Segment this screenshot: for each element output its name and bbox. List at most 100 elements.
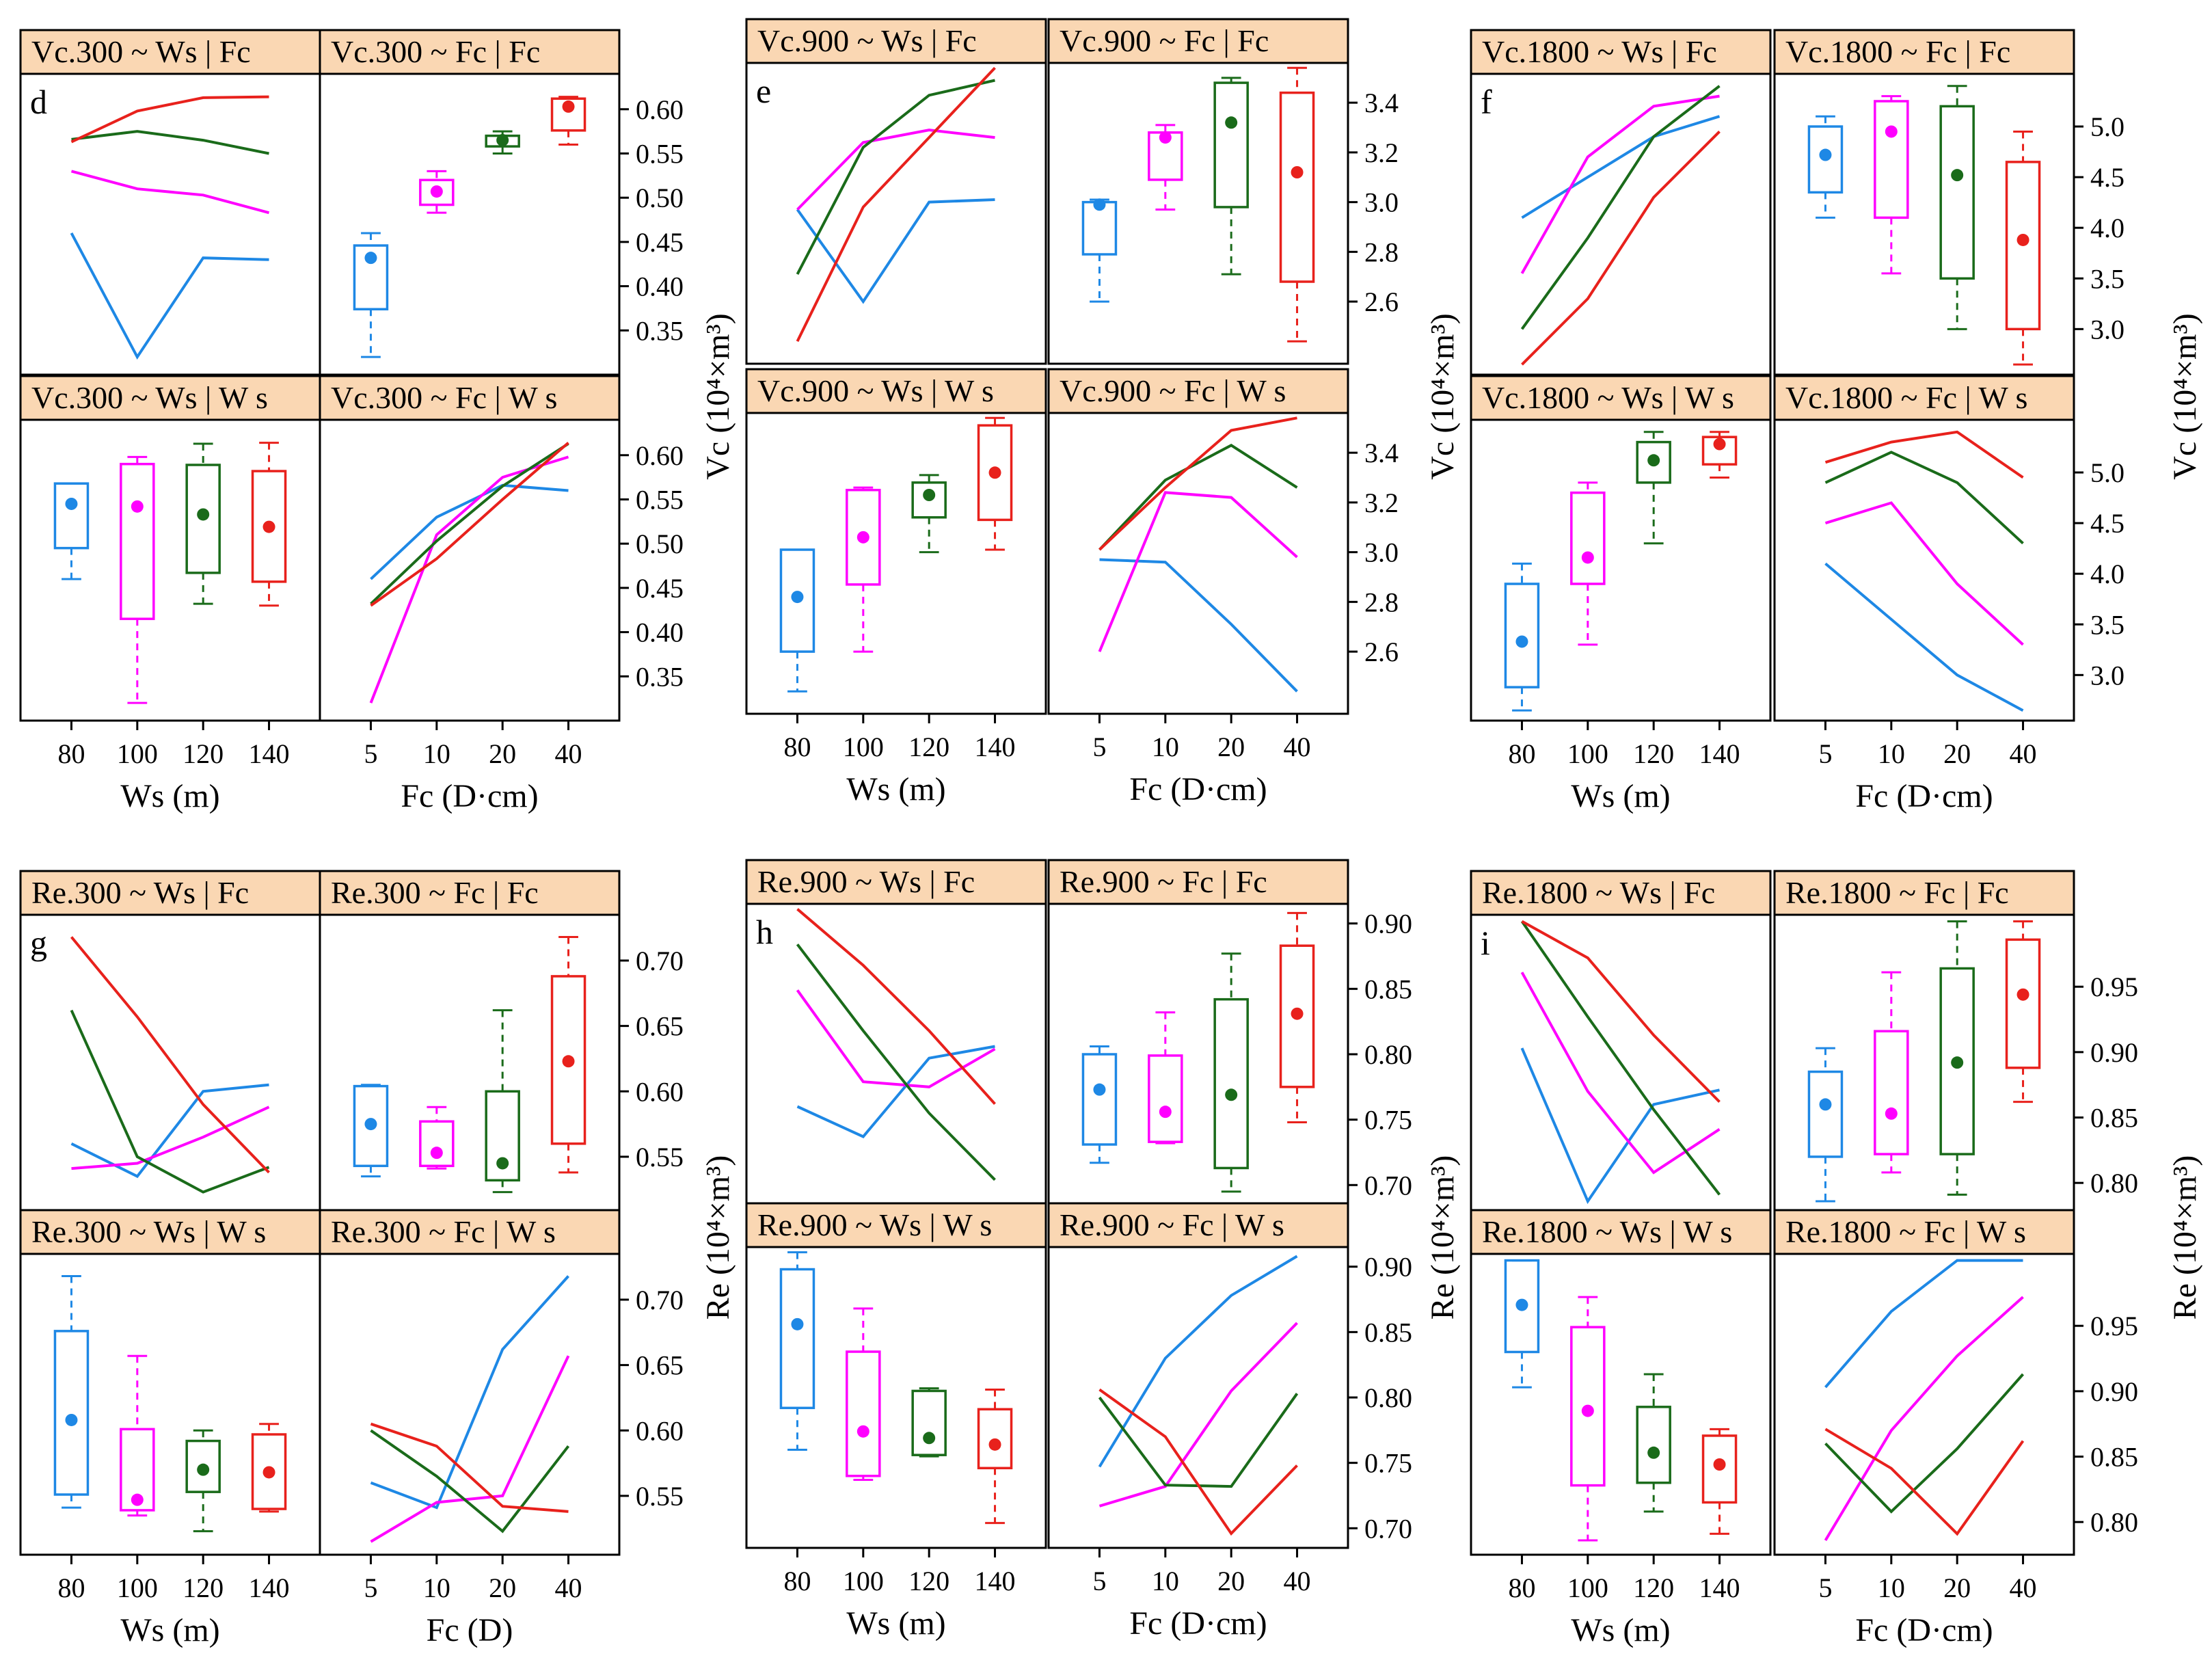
x-tick-label: 20: [1217, 732, 1245, 762]
box-mean-point: [791, 591, 804, 604]
box-body: [185, 1439, 221, 1493]
panel-title: Re.900 ~ Ws | W s: [757, 1207, 992, 1242]
box-20: [1213, 77, 1249, 276]
box-10: [1874, 95, 1909, 275]
y-tick-label: 0.55: [636, 1142, 684, 1173]
panel-strip: [19, 375, 321, 421]
box-mean-point: [857, 531, 869, 544]
y-tick-label: 4.5: [2090, 508, 2125, 539]
x-axis-title: Ws (m): [846, 1605, 945, 1642]
box-mean-point: [197, 1463, 210, 1476]
box-mean-point: [131, 500, 144, 513]
panel-11: Vc.1800 ~ Ws | W s 80 100 120 140 Ws (m): [1470, 375, 1772, 814]
box-mean-point: [65, 497, 78, 510]
series-line-120: [1824, 451, 2024, 545]
y-tick-label: 0.90: [2090, 1037, 2138, 1068]
box-40: [2005, 130, 2041, 366]
panel-frame: [1773, 72, 2075, 376]
x-tick-label: 100: [843, 732, 884, 762]
box-body: [846, 488, 881, 586]
box-mean-point: [1159, 1106, 1172, 1119]
panel-17: Re.900 ~ Ws | Fc h: [745, 859, 1047, 1206]
box-mean-point: [988, 1438, 1001, 1451]
series-line-80: [1824, 562, 2024, 712]
y-axis-title: Re (10⁴×m³): [2167, 1155, 2203, 1320]
x-axis-title: Fc (D·cm): [1129, 771, 1267, 807]
box-mean-point: [1819, 1098, 1832, 1111]
series-line-140: [1098, 416, 1297, 551]
series-line-80: [1824, 1259, 2023, 1389]
y-tick-label: 0.60: [636, 94, 684, 125]
box-80: [779, 1251, 815, 1451]
y-tick-label: 0.50: [636, 528, 684, 559]
y-tick-label: 0.35: [636, 661, 684, 692]
box-body: [53, 1330, 90, 1496]
box-5: [1081, 198, 1118, 303]
series-line-5: [796, 198, 995, 304]
x-tick-label: 10: [1878, 1572, 1905, 1603]
panel-title: Vc.900 ~ Ws | W s: [757, 373, 994, 408]
series-line-120: [1824, 1373, 2024, 1514]
y-tick-label: 0.60: [636, 1415, 684, 1446]
box-40: [1279, 66, 1315, 343]
x-tick-label: 120: [908, 1566, 949, 1596]
box-body: [1874, 100, 1909, 219]
panel-strip: [745, 18, 1047, 64]
panel-title: Vc.300 ~ Fc | Fc: [331, 34, 540, 69]
box-body: [419, 178, 455, 206]
box-mean-point: [562, 1055, 575, 1068]
panel-22: Re.1800 ~ Fc | Fc 0.80 0.85 0.90 0.95: [1773, 870, 2138, 1217]
x-tick-label: 10: [423, 1572, 450, 1603]
x-tick-label: 20: [489, 1572, 516, 1603]
series-line-100: [1098, 491, 1298, 652]
box-80: [1504, 562, 1540, 712]
box-100: [120, 1354, 155, 1517]
y-tick-label: 5.0: [2090, 111, 2125, 142]
box-140: [251, 442, 287, 607]
box-body: [1279, 944, 1315, 1088]
y-tick-label: 0.45: [636, 573, 684, 604]
box-body: [1213, 81, 1249, 209]
box-mean-point: [1647, 454, 1660, 467]
y-tick-label: 0.90: [1364, 909, 1412, 939]
box-mean-point: [2017, 988, 2029, 1001]
series-line-5: [1520, 1047, 1720, 1205]
box-mean-point: [1159, 131, 1172, 144]
box-mean-point: [131, 1493, 144, 1506]
y-axis-title: Re (10⁴×m³): [1425, 1155, 1461, 1320]
panel-title: Re.900 ~ Fc | W s: [1060, 1207, 1284, 1242]
panel-title: Vc.300 ~ Fc | W s: [331, 380, 557, 415]
y-tick-label: 0.75: [1364, 1105, 1412, 1136]
y-tick-label: 3.4: [1364, 88, 1399, 118]
x-tick-label: 20: [1943, 1572, 1971, 1603]
x-tick-label: 100: [117, 738, 158, 769]
x-tick-label: 10: [423, 738, 450, 769]
series-line-20: [796, 943, 996, 1181]
box-mean-point: [923, 489, 936, 501]
box-body: [1807, 1070, 1844, 1158]
box-40: [2005, 920, 2041, 1103]
x-tick-label: 140: [975, 1566, 1016, 1596]
panel-strip: [319, 29, 621, 75]
x-tick-label: 40: [1284, 732, 1311, 762]
series-line-140: [370, 442, 569, 607]
box-mean-point: [1225, 116, 1238, 129]
y-tick-label: 0.90: [2090, 1376, 2138, 1407]
series-line-40: [70, 95, 269, 144]
box-body: [550, 975, 586, 1145]
box-body: [1874, 1030, 1909, 1155]
box-body: [185, 464, 221, 574]
y-tick-label: 3.0: [1364, 537, 1399, 568]
series-line-40: [796, 66, 996, 343]
series-line-100: [1098, 1322, 1298, 1508]
box-5: [1807, 115, 1844, 219]
box-mean-point: [1713, 438, 1726, 451]
x-axis-title: Ws (m): [120, 1612, 219, 1648]
box-mean-point: [65, 1413, 78, 1426]
series-line-5: [70, 1083, 269, 1179]
box-120: [1636, 1373, 1671, 1513]
x-tick-label: 80: [1508, 1572, 1535, 1603]
panel-strip: [319, 870, 621, 916]
y-tick-label: 0.50: [636, 183, 684, 213]
panel-frame: [319, 1253, 621, 1556]
